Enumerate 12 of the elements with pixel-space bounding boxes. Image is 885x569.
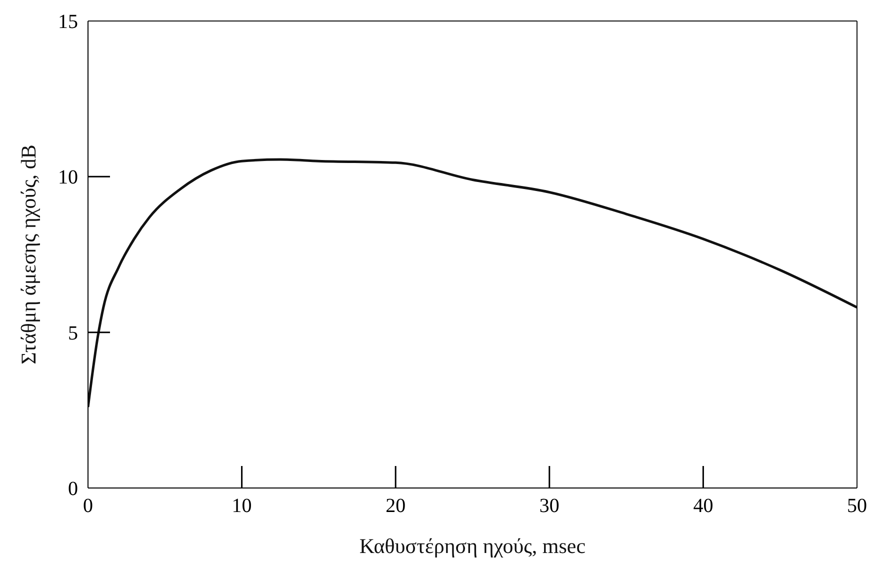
y-tick-label: 5 bbox=[68, 322, 78, 344]
x-tick-label: 30 bbox=[539, 495, 560, 517]
y-axis-title: Στάθμη άμεσης ηχούς, dB bbox=[16, 144, 40, 364]
y-tick-label: 10 bbox=[58, 166, 78, 189]
x-tick-label: 40 bbox=[693, 495, 714, 517]
x-tick-label: 20 bbox=[386, 495, 406, 517]
x-tick-label: 0 bbox=[83, 495, 93, 517]
x-tick-label: 10 bbox=[232, 495, 252, 517]
x-axis-title: Καθυστέρηση ηχούς, msec bbox=[359, 534, 586, 558]
y-tick-label: 15 bbox=[58, 11, 78, 33]
x-tick-label: 50 bbox=[847, 495, 867, 517]
y-tick-label: 0 bbox=[68, 478, 78, 500]
